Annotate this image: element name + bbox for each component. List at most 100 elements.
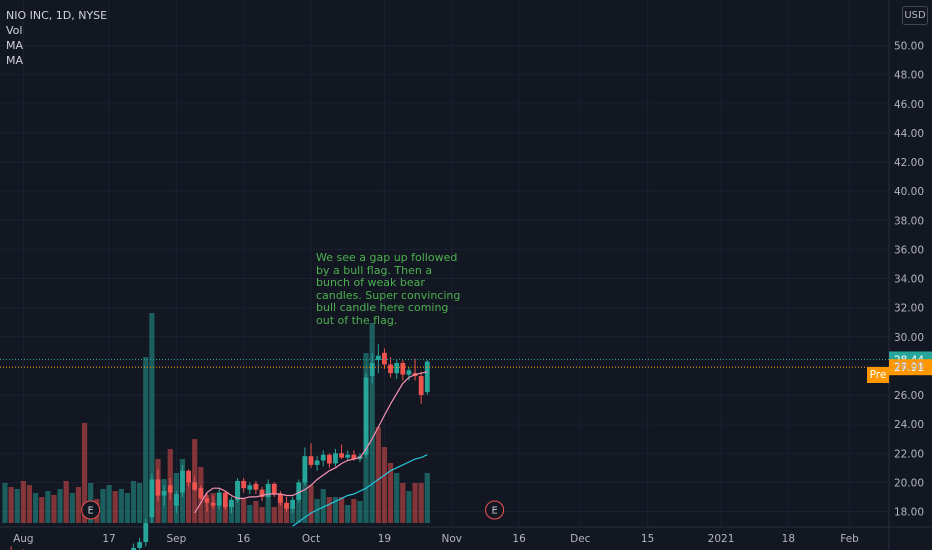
volume-bar <box>51 495 57 523</box>
x-tick-label: 2021 <box>708 533 735 545</box>
x-tick-label: Aug <box>13 533 34 545</box>
candle-body <box>271 483 277 495</box>
candle-body <box>375 355 381 361</box>
candle-body <box>131 547 136 550</box>
volume-bar <box>400 483 406 523</box>
candle-body <box>161 491 167 496</box>
time-axis[interactable]: Aug 17 Sep 16 Oct 19 Nov 16 Dec 15 2021 18 Feb <box>13 533 859 545</box>
candle-body <box>284 502 289 509</box>
price-axis[interactable]: 18.00 20.00 22.00 24.00 26.00 28.00 30.00 32.00… <box>894 41 924 519</box>
ma-slow-line <box>292 454 428 527</box>
candle-body <box>363 377 369 455</box>
y-tick-label: 28.00 <box>894 361 924 373</box>
candle-body <box>186 470 191 483</box>
price-lines: 28.4427.91 <box>0 351 932 376</box>
volume-bar <box>137 483 143 523</box>
volume-bar <box>2 483 8 523</box>
volume-bar <box>357 501 363 523</box>
y-tick-label: 36.00 <box>894 244 924 256</box>
volume-bar <box>8 487 14 523</box>
currency-button[interactable]: USD <box>902 6 928 25</box>
earnings-marker-label: E <box>492 506 498 517</box>
volume-bar <box>118 489 124 523</box>
pre-price-tag <box>889 359 932 376</box>
volume-bar <box>412 483 418 523</box>
volume-bar <box>216 499 222 523</box>
volume-bar <box>14 489 20 523</box>
candle-body <box>394 362 400 374</box>
y-tick-label: 18.00 <box>894 507 924 519</box>
candle-body <box>143 523 149 543</box>
volume-bar <box>345 505 351 523</box>
x-tick-label: 16 <box>237 533 251 545</box>
y-tick-label: 38.00 <box>894 215 924 227</box>
indicator-vol[interactable]: Vol <box>6 24 23 37</box>
candle-body <box>204 498 210 503</box>
candle-body <box>210 502 216 506</box>
candle-body <box>259 489 265 497</box>
candle-body <box>216 492 222 506</box>
volume-bar <box>418 483 424 523</box>
earnings-marker-label: E <box>88 506 94 517</box>
volume-bar <box>124 493 130 523</box>
volume-bar <box>424 473 430 523</box>
volume-bar <box>100 489 106 523</box>
candle-body <box>198 488 204 499</box>
annotation-text[interactable]: We see a gap up followed by a bull flag.… <box>316 251 461 327</box>
y-tick-label: 42.00 <box>894 157 924 169</box>
candle-body <box>339 453 344 458</box>
y-tick-label: 30.00 <box>894 332 924 344</box>
y-tick-label: 24.00 <box>894 419 924 431</box>
indicator-ma-2[interactable]: MA <box>6 54 24 67</box>
candle-body <box>326 454 332 464</box>
volume-bar <box>302 479 308 523</box>
indicator-ma-1[interactable]: MA <box>6 39 24 52</box>
volume-bar <box>81 423 88 523</box>
y-tick-label: 22.00 <box>894 448 924 460</box>
volume-bar <box>149 313 155 523</box>
earnings-marker[interactable] <box>485 500 505 520</box>
candle-body <box>296 482 302 500</box>
candle-body <box>173 494 179 506</box>
moving-averages <box>194 371 428 527</box>
y-tick-label: 32.00 <box>894 303 924 315</box>
volume-bar <box>369 323 375 523</box>
volume-bar <box>130 481 137 523</box>
volume-bar <box>332 497 339 523</box>
symbol-title[interactable]: NIO INC, 1D, NYSE <box>6 9 108 22</box>
volume-bar <box>339 497 345 523</box>
earnings-marker[interactable] <box>81 500 101 520</box>
candle-body <box>388 364 393 374</box>
y-tick-label: 44.00 <box>894 128 924 140</box>
volume-bar <box>387 463 394 523</box>
candle-body <box>247 485 253 490</box>
volume-bar <box>222 507 228 523</box>
volume-bar <box>112 491 118 523</box>
candle-body <box>351 454 357 460</box>
candle-body <box>418 376 424 396</box>
volume-bar <box>20 481 26 523</box>
y-tick-label: 20.00 <box>894 477 924 489</box>
candle-body <box>320 454 326 461</box>
volume-bar <box>247 505 253 523</box>
y-tick-label: 46.00 <box>894 99 924 111</box>
y-tick-label: 40.00 <box>894 186 924 198</box>
volume-bar <box>253 501 259 523</box>
candle-body <box>149 479 155 518</box>
volume-bar <box>296 495 302 523</box>
x-tick-label: Dec <box>570 533 591 545</box>
x-tick-label: 19 <box>378 533 391 545</box>
candle-body <box>290 499 296 509</box>
candle-body <box>192 482 198 490</box>
volume-bar <box>283 503 290 523</box>
x-tick-label: 16 <box>512 533 526 545</box>
chart-legend: NIO INC, 1D, NYSE Vol MA MA <box>6 8 107 68</box>
volume-bar <box>326 497 332 523</box>
volume-bar <box>57 489 63 523</box>
volume-bar <box>75 487 82 523</box>
candle-body <box>333 453 338 464</box>
volume-bar <box>106 485 112 523</box>
